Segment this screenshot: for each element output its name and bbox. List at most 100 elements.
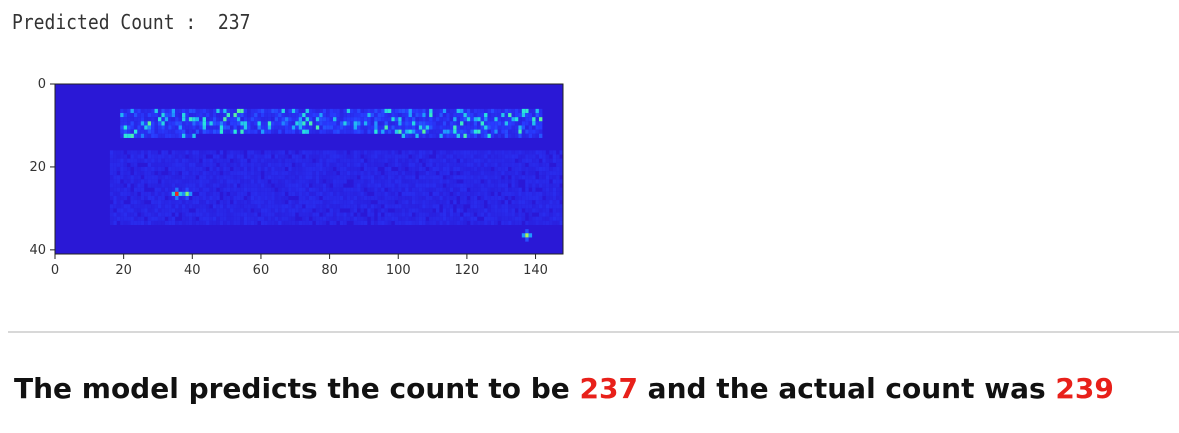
heatmap-cell: [504, 220, 509, 226]
heatmap-cell: [490, 179, 495, 184]
heatmap-cell: [247, 129, 251, 134]
heatmap-cell: [212, 154, 217, 159]
heatmap-cell: [453, 187, 457, 192]
heatmap-cell: [405, 125, 409, 130]
heatmap-cell: [206, 179, 210, 184]
heatmap-cell: [312, 200, 316, 205]
heatmap-cell: [216, 212, 220, 217]
heatmap-cell: [243, 208, 248, 213]
heatmap-cell: [140, 158, 145, 163]
heatmap-cell: [442, 179, 447, 184]
heatmap-cell: [250, 154, 255, 159]
heatmap-cell: [182, 191, 186, 197]
heatmap-cell: [449, 220, 454, 226]
heatmap-cell: [130, 125, 134, 130]
heatmap-cell: [137, 158, 141, 163]
heatmap-cell: [319, 125, 323, 130]
heatmap-cell: [360, 113, 364, 118]
heatmap-cell: [199, 117, 203, 122]
heatmap-cell: [168, 175, 172, 180]
heatmap-cell: [281, 154, 285, 159]
heatmap-cell: [518, 117, 522, 122]
heatmap-cell: [295, 113, 299, 118]
heatmap-cell: [140, 179, 145, 184]
heatmap-cell: [439, 154, 443, 159]
heatmap-cell: [315, 216, 320, 221]
heatmap-cell: [463, 108, 467, 114]
heatmap-cell: [154, 154, 158, 159]
heatmap-cell: [446, 208, 450, 213]
heatmap-cell: [219, 220, 224, 226]
heatmap-cell: [391, 179, 395, 184]
heatmap-cell: [528, 208, 533, 213]
heatmap-cell: [147, 133, 152, 138]
heatmap-cell: [559, 212, 563, 217]
heatmap-cell: [319, 220, 323, 226]
heatmap-cell: [473, 108, 478, 114]
heatmap-cell: [236, 175, 241, 180]
heatmap-cell: [418, 208, 423, 213]
heatmap-cell: [525, 233, 529, 238]
x-tick-label: 60: [253, 263, 270, 278]
heatmap-cell: [501, 216, 505, 221]
heatmap-cell: [487, 200, 491, 205]
heatmap-cell: [422, 154, 426, 159]
heatmap-cell: [192, 108, 196, 114]
heatmap-cell: [429, 183, 433, 188]
heatmap-cell: [216, 171, 220, 176]
heatmap-cell: [381, 200, 385, 205]
heatmap-cell: [123, 121, 128, 126]
heatmap-cell: [295, 108, 299, 114]
heatmap-cell: [484, 117, 488, 122]
heatmap-cell: [377, 162, 382, 167]
heatmap-cell: [209, 125, 213, 130]
heatmap-cell: [185, 162, 189, 167]
caption-text-2: and the actual count was: [637, 372, 1056, 405]
heatmap-cell: [278, 183, 282, 188]
heatmap-cell: [123, 195, 128, 201]
y-tick-label: 0: [38, 77, 46, 92]
heatmap-cell: [309, 187, 313, 192]
heatmap-cell: [357, 200, 361, 205]
heatmap-cell: [212, 171, 217, 176]
heatmap-cell: [236, 158, 241, 163]
heatmap-cell: [415, 208, 419, 213]
heatmap-cell: [171, 125, 176, 130]
heatmap-cell: [357, 183, 361, 188]
heatmap-cell: [240, 200, 244, 205]
heatmap-cell: [267, 171, 272, 176]
heatmap-cell: [463, 175, 467, 180]
heatmap-cell: [236, 220, 241, 226]
heatmap-cell: [401, 175, 406, 180]
heatmap-cell: [508, 150, 512, 155]
heatmap-cell: [147, 154, 152, 159]
heatmap-cell: [538, 191, 543, 197]
heatmap-cell: [559, 216, 563, 221]
heatmap-cell: [188, 154, 193, 159]
heatmap-cell: [116, 166, 121, 172]
heatmap-cell: [542, 200, 546, 205]
heatmap-cell: [202, 113, 206, 118]
heatmap-cell: [460, 117, 464, 122]
heatmap-cell: [432, 166, 436, 172]
x-tick-label: 80: [321, 263, 338, 278]
heatmap-cell: [123, 154, 128, 159]
heatmap-cell: [470, 208, 474, 213]
heatmap-cell: [542, 208, 546, 213]
heatmap-cell: [202, 175, 206, 180]
heatmap-cell: [188, 121, 193, 126]
heatmap-cell: [374, 117, 378, 122]
heatmap-cell: [518, 158, 522, 163]
heatmap-cell: [178, 187, 182, 192]
heatmap-cell: [123, 171, 128, 176]
heatmap-cell: [363, 125, 368, 130]
heatmap-cell: [504, 129, 509, 134]
heatmap-cell: [322, 158, 327, 163]
heatmap-cell: [164, 175, 169, 180]
heatmap-cell: [123, 133, 128, 138]
heatmap-cell: [309, 220, 313, 226]
heatmap-cell: [439, 108, 443, 114]
heatmap-cell: [298, 212, 303, 217]
heatmap-cell: [182, 150, 186, 155]
heatmap-cell: [425, 191, 430, 197]
